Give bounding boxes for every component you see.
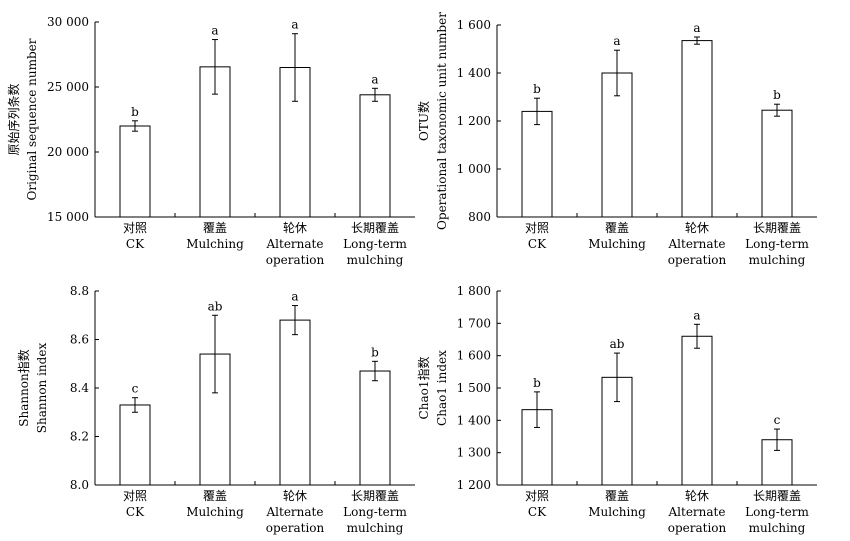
panel-2-bar (681, 40, 713, 218)
panel-4-bar (681, 335, 713, 486)
panel-1-bar (359, 94, 391, 218)
panel-4-significance-label: b (533, 376, 541, 390)
panel-4-x-label-cn: 覆盖 (605, 489, 629, 503)
panel-3-bar (359, 370, 391, 486)
panel-1-x-label-en: Long-term (343, 237, 407, 251)
panel-2-x-label-cn: 轮休 (685, 221, 709, 235)
panel-4-y-tick-label: 1 500 (457, 381, 491, 395)
panel-1-bar (119, 125, 151, 218)
panel-3-significance-label: ab (208, 299, 223, 313)
panel-2-x-label-cn: 长期覆盖 (753, 221, 801, 235)
panel-3-y-tick-label: 8.2 (70, 430, 89, 444)
panel-2-y-tick-label: 1 200 (457, 114, 491, 128)
panel-3-bar (119, 404, 151, 486)
panel-4-x-label-cn: 轮休 (685, 489, 709, 503)
panel-4-significance-label: ab (610, 337, 625, 351)
panel-1-y-tick-label: 15 000 (47, 210, 89, 224)
panel-2-x-label-en: CK (528, 237, 547, 251)
panel-1-y-tick-label: 20 000 (47, 145, 89, 159)
panel-1-x-label-en: Alternate (266, 237, 324, 251)
panel-1-x-label-cn: 轮休 (283, 221, 307, 235)
panel-3-y-tick-label: 8.6 (70, 333, 89, 347)
panel-4-x-label-en: Alternate (668, 505, 726, 519)
panel-1-x-label-en: mulching (347, 253, 404, 267)
panel-3-x-label-cn: 覆盖 (203, 489, 227, 503)
panel-1-significance-label: b (131, 105, 139, 119)
panel-2-x-label-en: mulching (749, 253, 806, 267)
panel-4-y-tick-label: 1 400 (457, 413, 491, 427)
panel-2-significance-label: b (773, 88, 781, 102)
panel-3-x-label-en: Mulching (186, 505, 244, 519)
panel-4-y-tick-label: 1 700 (457, 316, 491, 330)
panel-3-significance-label: b (371, 345, 379, 359)
panel-4-y-label-en: Chao1 index (435, 350, 449, 426)
panel-1-x-label-en: CK (126, 237, 145, 251)
panel-1-x-label-en: operation (266, 253, 325, 267)
panel-3-x-label-en: Alternate (266, 505, 324, 519)
panel-2-x-label-en: Alternate (668, 237, 726, 251)
panel-4-x-label-en: operation (668, 521, 727, 535)
panel-3-y-tick-label: 8.4 (70, 381, 89, 395)
panel-3-x-label-en: CK (126, 505, 145, 519)
panel-2-y-tick-label: 1 600 (457, 18, 491, 32)
panel-2-bar (761, 109, 793, 218)
panel-2-significance-label: a (613, 34, 620, 48)
panel-2-y-tick-label: 800 (468, 210, 491, 224)
panel-3-x-label-en: operation (266, 521, 325, 535)
panel-4-y-tick-label: 1 600 (457, 349, 491, 363)
panel-3-x-label-cn: 对照 (123, 489, 147, 503)
panel-1-x-label-cn: 对照 (123, 221, 147, 235)
panel-2-bar (601, 72, 633, 218)
panel-1-significance-label: a (211, 24, 218, 38)
panel-4-x-label-en: mulching (749, 521, 806, 535)
panel-2-y-label-cn: OTU数 (416, 101, 431, 141)
panel-2-significance-label: a (693, 21, 700, 35)
panel-4-x-label-cn: 长期覆盖 (753, 489, 801, 503)
panel-2-significance-label: b (533, 82, 541, 96)
panel-3-significance-label: c (132, 382, 139, 396)
panel-2-x-label-en: Long-term (745, 237, 809, 251)
panel-2-y-tick-label: 1 000 (457, 162, 491, 176)
panel-3-significance-label: a (291, 290, 298, 304)
panel-1-significance-label: a (371, 72, 378, 86)
panel-1-significance-label: a (291, 18, 298, 32)
panel-4-x-label-en: Long-term (745, 505, 809, 519)
panel-1-y-tick-label: 30 000 (47, 15, 89, 29)
panel-2-y-label-en: Operational taxonomic unit number (435, 12, 449, 230)
panel-3-x-label-en: mulching (347, 521, 404, 535)
panel-3-bar (279, 319, 311, 486)
panel-4-x-label-cn: 对照 (525, 489, 549, 503)
panel-2-x-label-en: Mulching (588, 237, 646, 251)
panel-3-x-label-cn: 轮休 (283, 489, 307, 503)
panel-1-x-label-en: Mulching (186, 237, 244, 251)
panel-2-x-label-cn: 对照 (525, 221, 549, 235)
panel-1-y-label-en: Original sequence number (25, 38, 39, 200)
panel-4-x-label-en: Mulching (588, 505, 646, 519)
panel-4-significance-label: c (774, 413, 781, 427)
panel-4-significance-label: a (693, 308, 700, 322)
panel-4-y-label-cn: Chao1指数 (416, 357, 431, 420)
panel-1-x-label-cn: 覆盖 (203, 221, 227, 235)
panel-4-y-tick-label: 1 200 (457, 478, 491, 492)
panel-1-y-tick-label: 25 000 (47, 80, 89, 94)
panel-4-y-tick-label: 1 300 (457, 446, 491, 460)
panel-2-x-label-en: operation (668, 253, 727, 267)
panel-2-y-tick-label: 1 400 (457, 66, 491, 80)
panel-1-y-label-cn: 原始序列条数 (6, 83, 21, 155)
panel-3-y-tick-label: 8.8 (70, 284, 89, 298)
panel-3-y-label-en: Shannon index (35, 343, 49, 434)
panel-3-x-label-cn: 长期覆盖 (351, 489, 399, 503)
panel-2-x-label-cn: 覆盖 (605, 221, 629, 235)
panel-1-x-label-cn: 长期覆盖 (351, 221, 399, 235)
panel-4-y-tick-label: 1 800 (457, 284, 491, 298)
panel-4-x-label-en: CK (528, 505, 547, 519)
panel-3-x-label-en: Long-term (343, 505, 407, 519)
panel-3-y-tick-label: 8.0 (70, 478, 89, 492)
panel-2-bar (521, 110, 553, 218)
panel-3-y-label-cn: Shannon指数 (16, 349, 31, 427)
